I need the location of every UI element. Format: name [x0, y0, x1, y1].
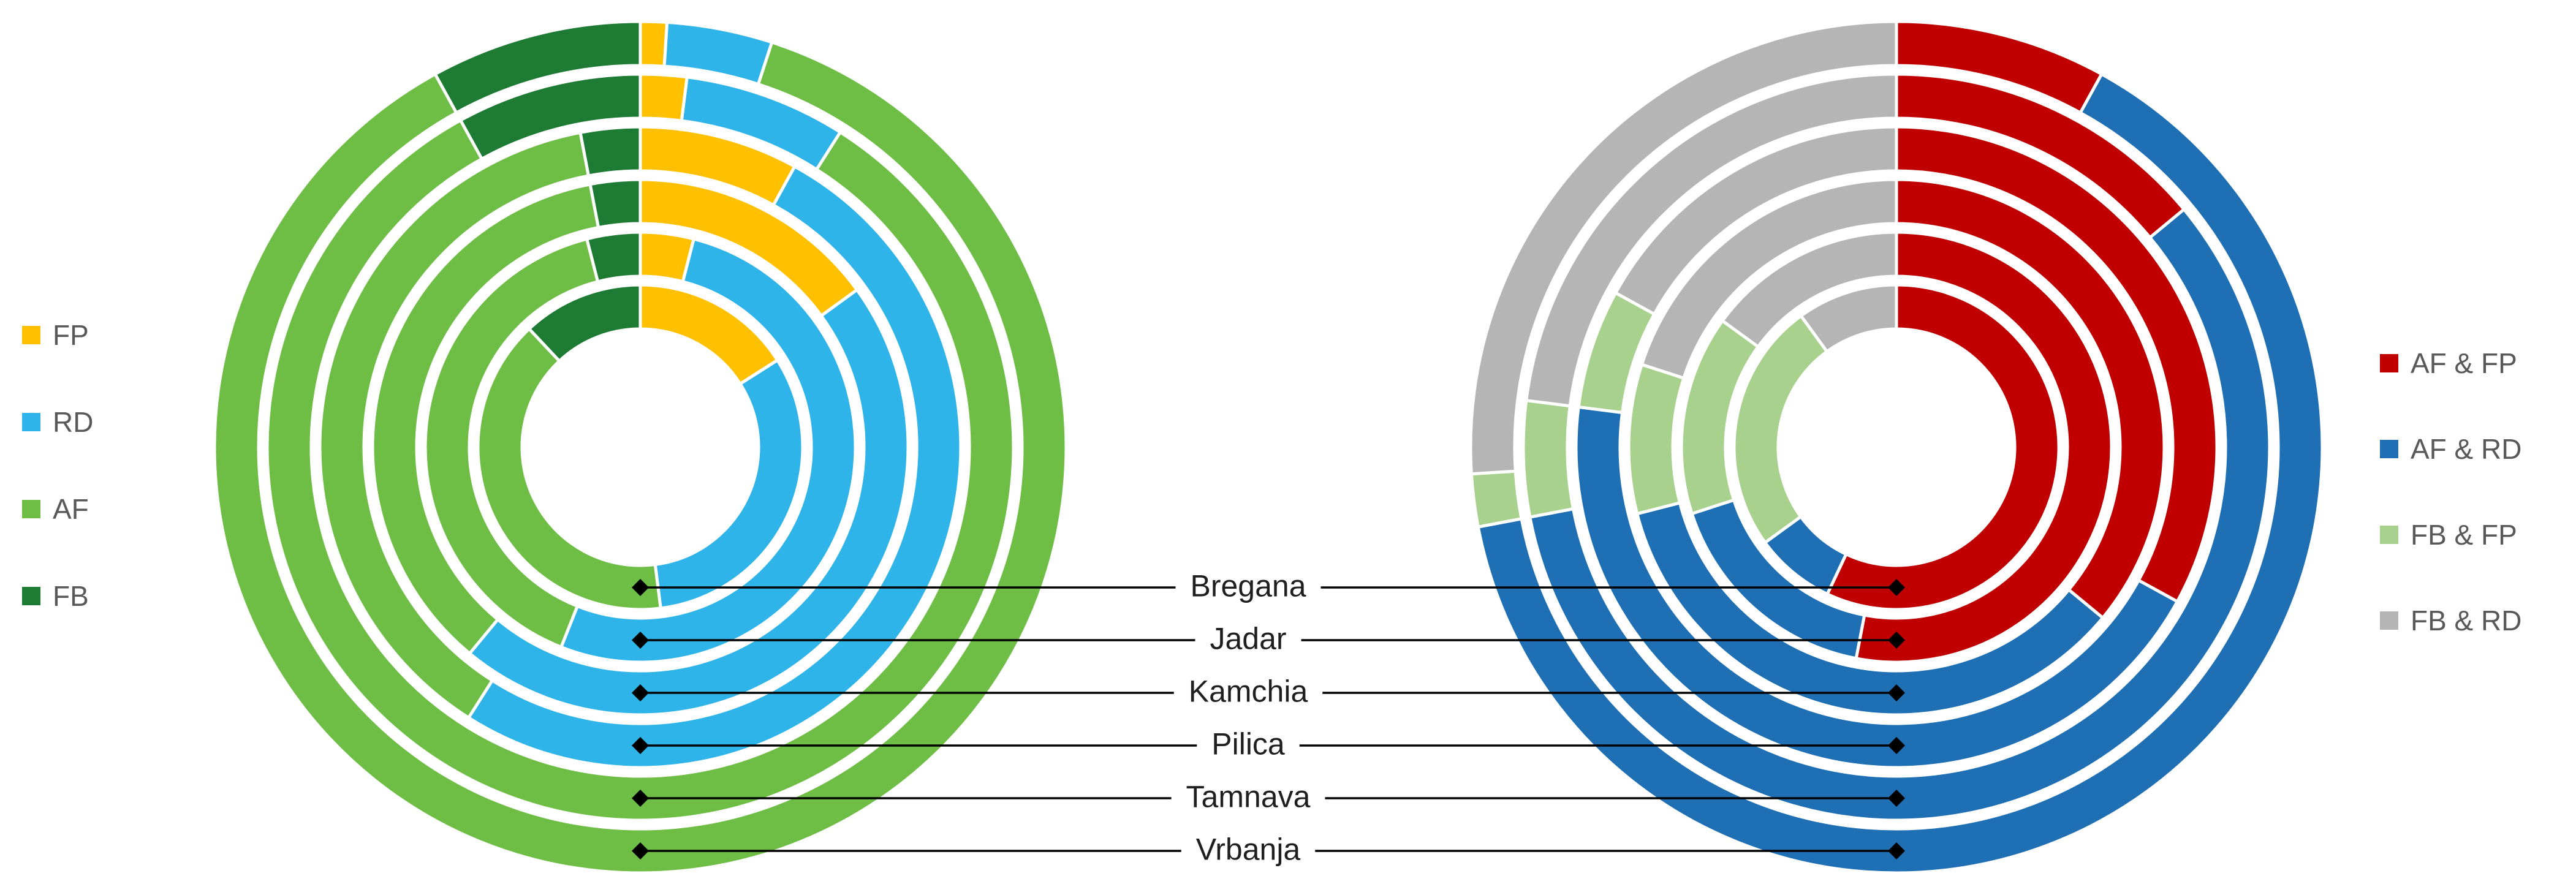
- right-slice-kamchia-fb-fp: [1627, 363, 1686, 516]
- diamond-marker-left-kamchia: [632, 684, 649, 701]
- left-ring-kamchia: [371, 178, 910, 717]
- right-slice-tamnava-fb-rd: [1525, 72, 1898, 408]
- left-ring-tamnava: [265, 72, 1015, 822]
- right-slice-pilica-fb-rd: [1614, 125, 1898, 316]
- legend-item-af-fp: AF & FP: [2380, 347, 2521, 380]
- legend-swatch-af: [22, 500, 40, 518]
- right-legend: AF & FP AF & RD FB & FP FB & RD: [2380, 347, 2521, 637]
- left-slice-vrbanja-fp: [638, 20, 669, 68]
- left-slice-jadar-af: [423, 237, 600, 649]
- legend-label-fb-fp: FB & FP: [2411, 519, 2517, 551]
- left-slice-kamchia-fb: [588, 178, 642, 229]
- legend-label-af-fp: AF & FP: [2411, 347, 2517, 379]
- left-ring-vrbanja: [213, 20, 1068, 875]
- left-legend: FP RD AF FB: [22, 319, 93, 613]
- right-slice-vrbanja-fb-rd: [1469, 20, 1898, 476]
- right-slice-kamchia-af-rd: [1635, 501, 2105, 717]
- right-slice-jadar-af-fp: [1854, 230, 2113, 664]
- legend-item-fb: FB: [22, 580, 93, 613]
- right-slice-pilica-af-rd: [1574, 405, 2179, 769]
- left-slice-jadar-fb: [585, 230, 642, 284]
- right-slice-vrbanja-fb-fp: [1469, 469, 1523, 529]
- legend-swatch-fb-rd: [2380, 611, 2398, 630]
- legend-swatch-af-rd: [2380, 440, 2398, 458]
- diamond-marker-left-jadar: [632, 632, 649, 649]
- river-label-tamnava: Tamnava: [1186, 779, 1311, 814]
- legend-label-fp: FP: [53, 319, 89, 351]
- left-slice-tamnava-fb: [459, 72, 642, 160]
- left-slice-tamnava-af: [265, 118, 1015, 822]
- legend-item-rd: RD: [22, 406, 93, 439]
- right-ring-pilica: [1574, 125, 2219, 769]
- diamond-marker-right-pilica: [1888, 737, 1905, 754]
- legend-swatch-af-fp: [2380, 354, 2398, 372]
- diamond-marker-right-kamchia: [1888, 684, 1905, 701]
- left-slice-pilica-fb: [578, 125, 642, 178]
- diamond-marker-left-bregana: [632, 579, 649, 596]
- left-slice-bregana-rd: [653, 358, 805, 610]
- river-label-jadar: Jadar: [1210, 621, 1287, 656]
- diamond-marker-right-tamnava: [1888, 790, 1905, 807]
- river-label-bregana: Bregana: [1190, 568, 1306, 603]
- left-slice-kamchia-af: [371, 183, 600, 655]
- legend-label-rd: RD: [53, 406, 94, 438]
- legend-item-af: AF: [22, 493, 93, 526]
- left-ring-jadar: [423, 230, 857, 664]
- right-ring-jadar: [1680, 230, 2113, 664]
- left-ring-bregana: [476, 283, 805, 611]
- right-slice-bregana-fb-rd: [1799, 283, 1898, 353]
- left-slice-vrbanja-af: [213, 40, 1068, 875]
- right-slice-jadar-fb-rd: [1721, 230, 1898, 349]
- right-slice-tamnava-af-rd: [1528, 208, 2271, 822]
- right-ring-kamchia: [1627, 178, 2166, 717]
- right-ring-tamnava: [1521, 72, 2271, 822]
- left-ring-pilica: [318, 125, 963, 769]
- diamond-marker-right-jadar: [1888, 632, 1905, 649]
- right-slice-vrbanja-af-rd: [1476, 72, 2324, 875]
- left-donut-chart: [213, 20, 1068, 875]
- left-slice-vrbanja-fb: [433, 20, 642, 115]
- legend-item-fb-fp: FB & FP: [2380, 518, 2521, 551]
- legend-label-fb: FB: [53, 580, 89, 612]
- legend-swatch-rd: [22, 413, 40, 431]
- legend-item-fp: FP: [22, 319, 93, 352]
- river-label-kamchia: Kamchia: [1188, 674, 1308, 709]
- right-slice-kamchia-af-fp: [1895, 178, 2166, 620]
- legend-item-af-rd: AF & RD: [2380, 432, 2521, 466]
- left-slice-pilica-rd: [467, 165, 963, 769]
- right-donut-chart: [1469, 20, 2324, 875]
- left-slice-bregana-af: [476, 327, 662, 611]
- left-slice-kamchia-rd: [468, 288, 910, 717]
- right-ring-vrbanja: [1469, 20, 2324, 875]
- diamond-marker-left-tamnava: [632, 790, 649, 807]
- right-slice-tamnava-fb-fp: [1521, 399, 1575, 519]
- connector-lines-layer: [632, 579, 1905, 859]
- diamond-marker-right-bregana: [1888, 579, 1905, 596]
- legend-label-af-rd: AF & RD: [2411, 433, 2522, 465]
- diamond-marker-right-vrbanja: [1888, 842, 1905, 859]
- legend-swatch-fp: [22, 326, 40, 344]
- left-slice-pilica-af: [318, 130, 590, 720]
- legend-swatch-fb: [22, 587, 40, 605]
- left-slice-bregana-fb: [528, 283, 642, 363]
- river-label-pilica: Pilica: [1211, 727, 1285, 761]
- right-ring-bregana: [1732, 283, 2061, 611]
- right-slice-kamchia-fb-rd: [1640, 178, 1898, 380]
- left-slice-tamnava-fp: [638, 72, 689, 123]
- left-slice-jadar-rd: [559, 237, 857, 664]
- diamond-marker-left-vrbanja: [632, 842, 649, 859]
- legend-label-af: AF: [53, 493, 89, 525]
- legend-item-fb-rd: FB & RD: [2380, 604, 2521, 637]
- legend-label-fb-rd: FB & RD: [2411, 605, 2522, 636]
- river-label-vrbanja: Vrbanja: [1195, 832, 1301, 867]
- right-slice-bregana-af-fp: [1825, 283, 2061, 611]
- diamond-marker-left-pilica: [632, 737, 649, 754]
- legend-swatch-fb-fp: [2380, 526, 2398, 544]
